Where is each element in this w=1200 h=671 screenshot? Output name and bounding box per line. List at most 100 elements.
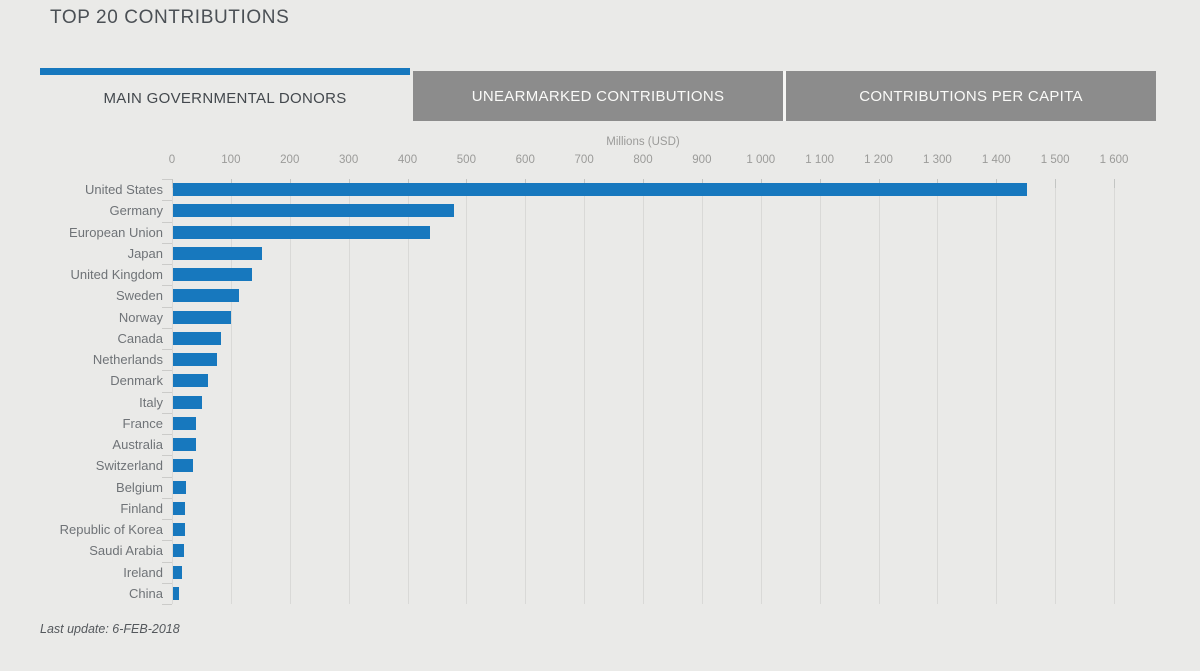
gridline [289,179,291,604]
y-axis-tick-mark [162,561,172,563]
category-label-netherlands: Netherlands [92,352,163,367]
bar-japan[interactable] [173,246,263,260]
gridline [348,179,350,604]
bar-chart: Millions (USD) 0 100 200 300 400 500 600 700 800… [0,121,1200,621]
y-axis-tick-mark [162,519,172,520]
axis-tick-mark [172,179,173,188]
bar-italy[interactable] [173,395,203,409]
y-axis-tick-mark [162,179,172,180]
x-axis-tick: 1 000 [746,154,776,166]
axis-tick-mark [1055,179,1057,188]
gridline [701,179,703,604]
bar-belgium[interactable] [173,480,186,494]
bar-united-kingdom[interactable] [173,268,252,282]
x-axis-tick: 700 [574,154,594,166]
x-axis-tick: 100 [221,154,241,166]
x-axis-tick: 1 100 [805,154,835,166]
category-label-switzerland: Switzerland [95,458,163,474]
bar-norway[interactable] [173,310,231,324]
gridline [584,179,586,604]
tab-label: UNEARMARKED CONTRIBUTIONS [471,87,725,105]
y-axis-tick-mark [162,327,172,329]
bar-republic-of-korea[interactable] [173,523,186,537]
y-axis-tick-mark [162,264,172,265]
category-label-finland: Finland [120,500,163,516]
gridline [878,179,880,604]
last-update-note: Last update: 6-FEB-2018 [40,622,180,636]
plot-area [162,179,1156,605]
axis-tick-mark [1114,179,1115,188]
y-axis-tick-mark [162,497,172,499]
x-axis-tick: 800 [633,154,653,166]
gridline [1114,179,1115,604]
tab-main-governmental-donors[interactable]: MAIN GOVERNMENTAL DONORS [40,68,410,121]
y-axis-tick-mark [162,391,172,393]
category-label-australia: Australia [112,437,163,452]
x-axis-tick: 1 300 [922,154,952,166]
category-label-france: France [122,415,163,431]
category-label-united-states: United States [84,182,163,197]
tab-label: MAIN GOVERNMENTAL DONORS [103,89,347,107]
category-label-china: China [129,585,163,601]
gridline [230,179,232,604]
gridline [466,179,468,604]
x-axis-tick-labels: 0 100 200 300 400 500 600 700 800 900 1 000 1 100 1 … [168,154,1156,169]
bar-canada[interactable] [173,331,222,345]
category-label-belgium: Belgium [116,479,163,495]
gridline [172,179,173,604]
x-axis-tick: 600 [515,154,535,166]
bar-saudi-arabia[interactable] [173,544,184,558]
bar-sweden[interactable] [173,289,239,303]
y-axis-tick-mark [162,604,172,605]
bar-china[interactable] [173,586,179,600]
category-label-italy: Italy [139,394,163,410]
bar-denmark[interactable] [173,374,208,388]
category-label-norway: Norway [118,309,163,325]
tab-unearmarked-contributions[interactable]: UNEARMARKED CONTRIBUTIONS [413,71,783,121]
gridline [1055,179,1057,604]
category-label-denmark: Denmark [110,373,163,389]
category-label-sweden: Sweden [116,288,163,304]
bar-australia[interactable] [173,438,196,452]
x-axis-tick: 1 400 [981,154,1011,166]
bar-switzerland[interactable] [173,459,194,473]
y-axis-tick-mark [162,200,172,202]
bar-ireland[interactable] [173,565,182,579]
y-axis-tick-mark [162,412,172,414]
x-axis-tick: 0 [168,154,176,166]
bar-france[interactable] [173,416,196,430]
y-axis-tick-mark [162,285,172,287]
gridline [760,179,762,604]
y-axis-tick-mark [162,349,172,350]
bar-netherlands[interactable] [173,353,218,367]
bar-germany[interactable] [173,204,454,218]
category-label-european-union: European Union [69,224,163,240]
category-label-canada: Canada [117,330,163,346]
bar-european-union[interactable] [173,225,430,239]
x-axis-tick: 500 [456,154,476,166]
category-label-ireland: Ireland [123,564,163,580]
category-label-japan: Japan [127,245,163,261]
gridline [525,179,527,604]
x-axis-tick: 1 200 [864,154,893,166]
tab-contributions-per-capita[interactable]: CONTRIBUTIONS PER CAPITA [783,71,1156,121]
y-axis-tick-mark [162,582,172,584]
gridline [937,179,939,604]
y-axis-tick-mark [162,540,172,542]
x-axis-tick: 300 [339,154,359,166]
gridline [996,179,998,604]
y-axis-tick-mark [162,242,172,244]
category-label-republic-of-korea: Republic of Korea [59,522,163,537]
y-axis-tick-mark [162,306,172,308]
x-axis-tick: 1 600 [1099,154,1129,166]
x-axis-tick: 1 500 [1040,154,1070,166]
x-axis-tick: 200 [280,154,300,166]
x-axis-tick: 900 [692,154,712,166]
category-label-saudi-arabia: Saudi Arabia [89,543,163,559]
y-axis-tick-mark [162,476,172,478]
bar-finland[interactable] [173,501,186,515]
bar-united-states[interactable] [173,183,1027,197]
tab-label: CONTRIBUTIONS PER CAPITA [859,87,1083,105]
gridline [819,179,821,604]
category-label-united-kingdom: United Kingdom [70,267,164,282]
